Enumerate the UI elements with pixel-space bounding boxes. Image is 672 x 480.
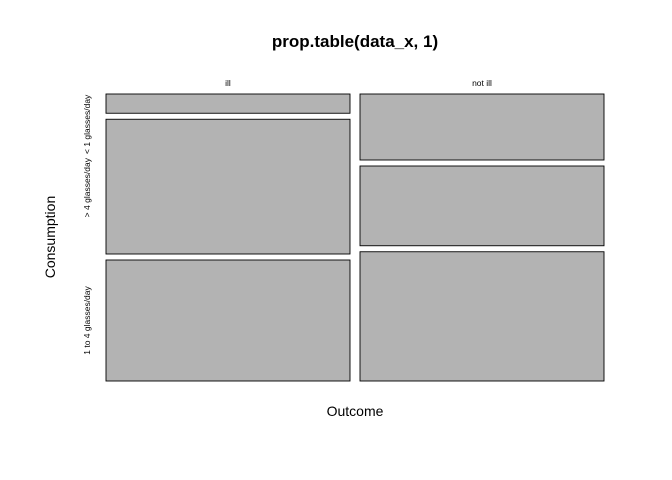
mosaic-tile bbox=[105, 118, 351, 255]
mosaic-tiles bbox=[105, 93, 605, 382]
row-label: < 1 glasses/day bbox=[82, 94, 92, 154]
mosaic-tile bbox=[105, 259, 351, 382]
mosaic-tile bbox=[359, 165, 605, 247]
row-label: > 4 glasses/day bbox=[82, 157, 92, 217]
mosaic-tile bbox=[105, 93, 351, 114]
column-label: not ill bbox=[472, 78, 492, 88]
chart-title: prop.table(data_x, 1) bbox=[272, 32, 438, 51]
mosaic-tile bbox=[359, 251, 605, 382]
row-labels: < 1 glasses/day > 4 glasses/day 1 to 4 gla… bbox=[82, 94, 92, 355]
row-label: 1 to 4 glasses/day bbox=[82, 285, 92, 354]
column-labels: ill not ill bbox=[225, 78, 492, 88]
mosaic-tile bbox=[359, 93, 605, 161]
x-axis-label: Outcome bbox=[327, 403, 384, 419]
column-label: ill bbox=[225, 78, 231, 88]
y-axis-label: Consumption bbox=[42, 196, 58, 279]
